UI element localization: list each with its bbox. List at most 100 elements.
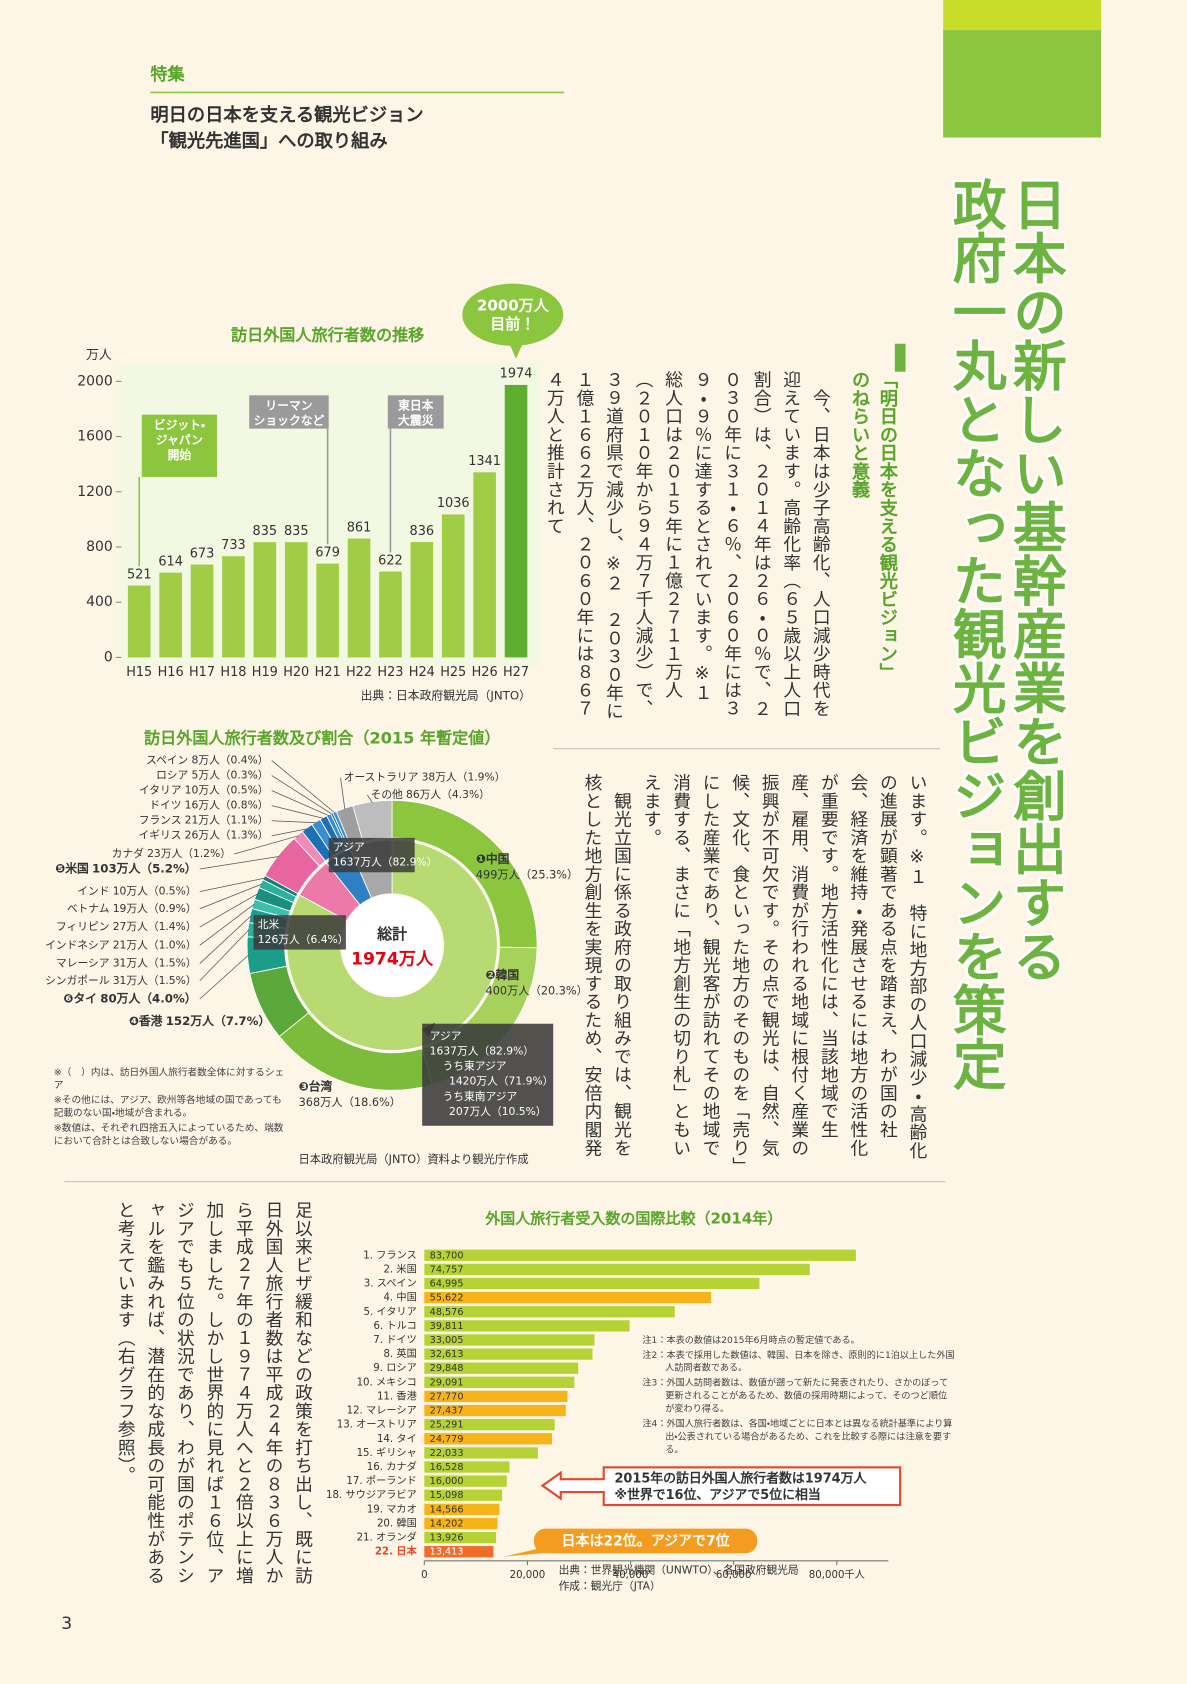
segment-value: 400万人（20.3%） bbox=[486, 984, 588, 997]
category-label: 16. カナダ bbox=[367, 1460, 417, 1473]
y-axis-label: 万人 bbox=[86, 348, 112, 363]
total-label: 1974万人 bbox=[351, 949, 434, 969]
inner-label-box bbox=[328, 837, 415, 873]
bar bbox=[159, 572, 182, 658]
annotation-text: ショックなど bbox=[254, 414, 325, 428]
segment-value: 5万人（0.3%） bbox=[192, 769, 269, 782]
value-label: 614 bbox=[158, 554, 183, 569]
x-tick-label: H22 bbox=[346, 665, 372, 680]
bar bbox=[424, 1419, 555, 1431]
segment-name: フィリピン bbox=[56, 920, 109, 933]
x-tick-label: H23 bbox=[377, 665, 403, 680]
bar bbox=[504, 384, 528, 658]
inner-label-name: アジア bbox=[430, 1030, 462, 1043]
segment-name: ベトナム bbox=[67, 902, 110, 915]
segment-name: ❺米国 bbox=[55, 862, 89, 876]
annotation-box bbox=[249, 395, 329, 429]
section-heading: 「明日の日本を支える観光ビジョン」 bbox=[875, 370, 897, 682]
leader-line bbox=[367, 794, 373, 803]
bubble-text: 目前！ bbox=[490, 315, 535, 333]
annotation-text: 開始 bbox=[168, 448, 192, 462]
segment-name: スペイン bbox=[146, 754, 188, 767]
japan-box bbox=[533, 1528, 758, 1554]
value-label: 733 bbox=[221, 538, 246, 553]
segment-value: 10万人（0.5%） bbox=[185, 784, 269, 797]
x-tick-label: 0 bbox=[421, 1570, 427, 1581]
header-line: 明日の日本を支える観光ビジョン bbox=[150, 104, 423, 126]
inner-label-pointer bbox=[422, 1022, 436, 1038]
x-tick-label: H26 bbox=[472, 665, 498, 680]
value-label: 521 bbox=[127, 567, 152, 582]
value-label: 622 bbox=[378, 553, 403, 568]
category-label: 22. 日本 bbox=[375, 1545, 418, 1558]
leader-line bbox=[271, 775, 333, 815]
value-label: 14,202 bbox=[430, 1518, 464, 1529]
value-label: 24,779 bbox=[430, 1434, 464, 1445]
segment-name: インドネシア bbox=[45, 938, 109, 951]
leader-line bbox=[271, 760, 336, 814]
segment-value: 10万人（0.5%） bbox=[113, 885, 197, 898]
value-label: 673 bbox=[190, 546, 215, 561]
segment-name: ❻タイ bbox=[63, 992, 97, 1006]
category-label: 9. ロシア bbox=[373, 1363, 417, 1374]
value-label: 27,770 bbox=[430, 1391, 464, 1402]
leader-line bbox=[199, 903, 255, 946]
bar bbox=[316, 563, 339, 658]
inner-label-value: 1637万人（82.9%） bbox=[333, 856, 437, 869]
x-tick-label: H17 bbox=[189, 665, 215, 680]
value-label: 29,091 bbox=[430, 1377, 464, 1388]
segment-name: ロシア bbox=[156, 769, 188, 782]
segment-name: ❸台湾 bbox=[299, 1080, 333, 1094]
section-heading: のねらいと意義 bbox=[847, 370, 870, 499]
annotation-box bbox=[387, 395, 444, 429]
segment-name: イタリア bbox=[139, 784, 182, 797]
center-label: 総計 bbox=[376, 925, 407, 943]
category-label: 18. サウジアラビア bbox=[326, 1489, 417, 1501]
bar bbox=[424, 1531, 497, 1544]
segment-name: カナダ bbox=[112, 847, 144, 860]
bar bbox=[190, 564, 214, 658]
category-label: 12. マレーシア bbox=[347, 1406, 417, 1417]
segment-name: その他 bbox=[371, 788, 403, 801]
inner-segment bbox=[286, 839, 498, 1051]
bar bbox=[424, 1334, 595, 1346]
inner-note: 207万人（10.5%） bbox=[449, 1105, 547, 1118]
segment-value: 21万人（1.0%） bbox=[113, 938, 197, 951]
leader-line bbox=[199, 877, 265, 892]
chart-note: ※数値は、それぞれ四捨五入によっているため、端数において合計とは合致しない場合が… bbox=[53, 1123, 284, 1148]
leader-line bbox=[199, 856, 279, 870]
bar bbox=[424, 1277, 760, 1290]
segment-value: 80万人（4.0%） bbox=[100, 992, 196, 1006]
category-label: 19. マカオ bbox=[367, 1503, 417, 1515]
value-label: 83,700 bbox=[430, 1250, 464, 1261]
category-label: 15. ギリシャ bbox=[357, 1447, 417, 1459]
category-label: 3. スペイン bbox=[364, 1279, 417, 1290]
corner-band bbox=[943, 30, 1102, 138]
value-label: 74,757 bbox=[430, 1264, 464, 1275]
x-tick-label: 80,000千人 bbox=[809, 1569, 865, 1581]
y-tick-label: 1200 bbox=[77, 484, 113, 500]
y-tick-label: 800 bbox=[86, 539, 113, 555]
category-label: 6. トルコ bbox=[373, 1321, 416, 1332]
bar bbox=[424, 1404, 566, 1417]
chart-source: 出典：世界観光機関（UNWTO）、各国政府観光局 bbox=[559, 1563, 799, 1576]
value-label: 48,576 bbox=[430, 1307, 464, 1318]
chart-title: 外国人旅行者受入数の国際比較（2014年） bbox=[484, 1210, 782, 1228]
segment-name: ❷韓国 bbox=[486, 968, 520, 982]
x-tick-label: H27 bbox=[503, 665, 529, 680]
bar bbox=[424, 1503, 500, 1516]
category-label: 1. フランス bbox=[363, 1249, 417, 1261]
category-label: 11. 香港 bbox=[377, 1390, 417, 1402]
bar bbox=[424, 1291, 712, 1304]
bubble bbox=[462, 283, 564, 346]
title-line: 政府一丸となった観光ビジョンを策定 bbox=[944, 177, 1007, 1091]
title-line: 日本の新しい基幹産業を創出する bbox=[1004, 177, 1067, 983]
japan-text: 日本は22位。アジアで7位 bbox=[562, 1532, 730, 1549]
x-tick-label: H21 bbox=[315, 665, 341, 680]
value-label: 15,098 bbox=[430, 1490, 464, 1501]
category-label: 8. 英国 bbox=[383, 1347, 416, 1360]
value-label: 1974 bbox=[500, 367, 533, 382]
value-label: 13,926 bbox=[430, 1533, 464, 1544]
chart-note: 注2：本表で採用した数値は、韓国、日本を除き、原則的に1泊以上した外国人訪問者数… bbox=[642, 1350, 955, 1374]
